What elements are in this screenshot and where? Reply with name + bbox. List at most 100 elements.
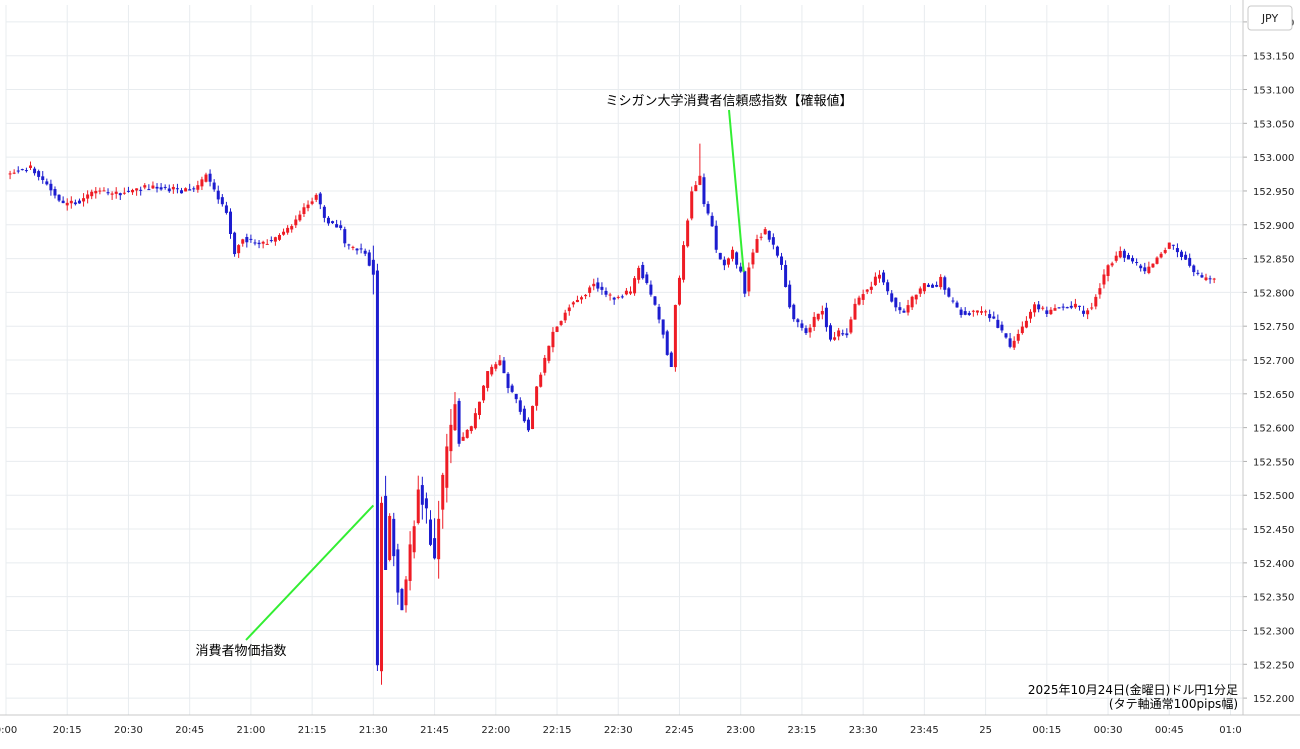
callout-line-michigan <box>728 109 745 273</box>
candle-body <box>1069 305 1073 308</box>
candle-body <box>947 288 951 297</box>
x-tick-label: 21:00 <box>236 725 265 736</box>
candle-body <box>877 274 881 279</box>
candle-body <box>1024 320 1028 328</box>
candle-body <box>404 579 408 606</box>
candle-body <box>735 252 739 265</box>
candle-body <box>661 319 665 335</box>
candle-body <box>65 202 69 206</box>
candle-body <box>155 186 159 189</box>
candle-body <box>61 200 65 204</box>
candle-body <box>682 245 686 280</box>
candle-body <box>314 194 318 200</box>
candle-body <box>53 189 57 196</box>
candle-body <box>282 231 286 235</box>
candle-body <box>351 246 355 248</box>
candle-body <box>98 190 102 192</box>
candle-body <box>196 185 200 190</box>
candle-body <box>1098 288 1102 295</box>
candle-body <box>20 169 24 171</box>
callout-line-cpi <box>245 504 375 641</box>
candle-body <box>1012 340 1016 348</box>
candle-body <box>710 215 714 227</box>
candle-body <box>237 245 241 254</box>
candle-body <box>788 284 792 308</box>
candle-body <box>996 319 1000 328</box>
candle-body <box>433 538 437 559</box>
candle-body <box>441 474 445 510</box>
candle-body <box>865 289 869 292</box>
candle-body <box>1004 333 1008 338</box>
candle-body <box>339 225 343 228</box>
candle-body <box>1196 272 1200 274</box>
candle-body <box>620 296 624 298</box>
candle-body <box>645 274 649 284</box>
candle-body <box>959 309 963 315</box>
candle-body <box>808 327 812 333</box>
y-tick-label: 152.850 <box>1253 255 1294 266</box>
candle-body <box>743 271 747 294</box>
candle-body <box>200 179 204 187</box>
candle-body <box>853 303 857 320</box>
candle-body <box>604 290 608 295</box>
candle-body <box>800 323 804 328</box>
candle-body <box>400 589 404 611</box>
candle-body <box>151 185 155 189</box>
candle-body <box>1114 255 1118 261</box>
candle-body <box>163 186 167 188</box>
candle-body <box>722 259 726 266</box>
candle-body <box>673 304 677 368</box>
candle-body <box>1086 310 1090 315</box>
candle-body <box>343 229 347 244</box>
candle-body <box>539 374 543 387</box>
x-tick-label: 22:30 <box>604 725 633 736</box>
candle-body <box>498 360 502 366</box>
candle-body <box>1131 257 1135 262</box>
candle-body <box>931 284 935 288</box>
candle-body <box>833 337 837 340</box>
candle-body <box>437 518 441 560</box>
x-tick-label: 22:00 <box>481 725 510 736</box>
candle-body <box>90 191 94 197</box>
candle-body <box>1082 310 1086 314</box>
candle-body <box>971 310 975 312</box>
candle-body <box>143 185 147 188</box>
candle-body <box>216 190 220 200</box>
candle-body <box>294 219 298 226</box>
candle-body <box>453 404 457 431</box>
candle-body <box>1053 308 1057 311</box>
candle-body <box>24 170 28 172</box>
candle-body <box>1106 265 1110 277</box>
candle-body <box>428 519 432 545</box>
candle-body <box>147 189 151 191</box>
candle-body <box>8 173 12 175</box>
candle-body <box>939 276 943 288</box>
candle-body <box>906 305 910 313</box>
y-tick-label: 152.950 <box>1253 187 1294 198</box>
candle-body <box>110 193 114 195</box>
candle-body <box>1151 263 1155 268</box>
candle-body <box>208 173 212 182</box>
x-tick-label: 25 <box>979 725 992 736</box>
y-tick-label: 153.000 <box>1253 153 1294 164</box>
candle-body <box>849 319 853 333</box>
candle-body <box>731 249 735 259</box>
candle-body <box>780 256 784 265</box>
candle-body <box>698 175 702 185</box>
x-tick-label: 01:0 <box>1219 725 1241 736</box>
candle-body <box>77 200 81 204</box>
candle-body <box>1147 266 1151 274</box>
candle-body <box>600 286 604 290</box>
candle-body <box>502 360 506 374</box>
candle-body <box>69 200 73 204</box>
candle-body <box>628 291 632 294</box>
candle-body <box>726 258 730 265</box>
candle-body <box>122 192 126 194</box>
candle-body <box>1077 305 1081 307</box>
candle-body <box>1057 307 1061 309</box>
candle-body <box>396 549 400 593</box>
candle-body <box>192 188 196 190</box>
x-tick-label: 0:00 <box>0 725 17 736</box>
